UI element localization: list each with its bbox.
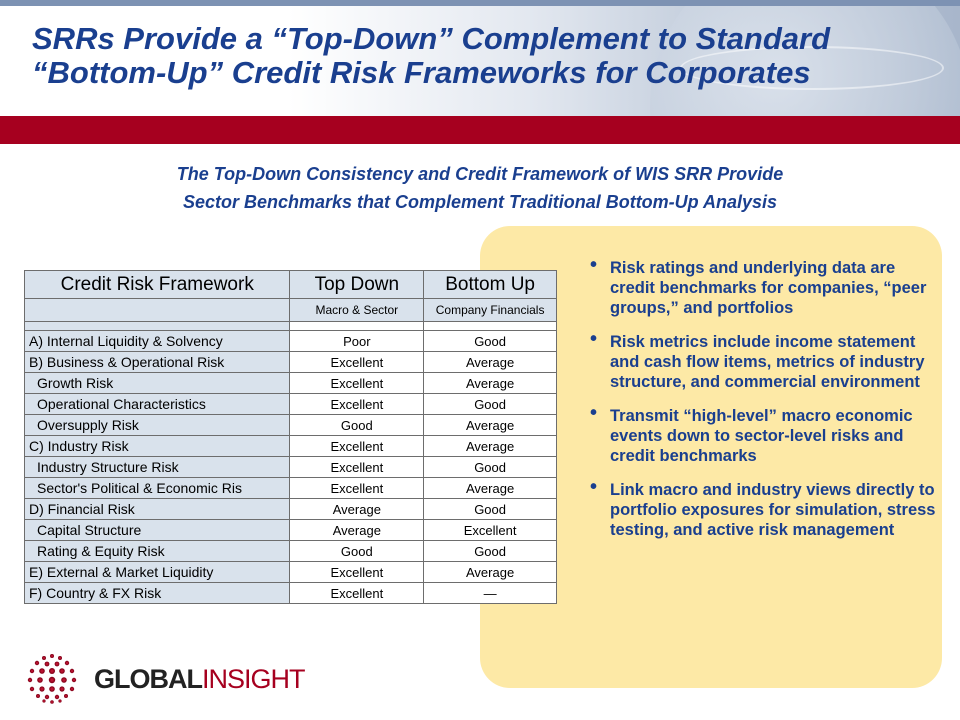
table-row: B) Business & Operational Risk Excellent… (23, 351, 557, 373)
bottom-up-rating: Average (423, 414, 557, 436)
bullet-icon: • (590, 328, 598, 350)
risk-label: C) Industry Risk (23, 435, 291, 457)
bottom-up-rating: Good (423, 393, 557, 415)
risk-label: A) Internal Liquidity & Solvency (23, 330, 291, 352)
table-row: Industry Structure Risk Excellent Good (23, 456, 557, 478)
credit-risk-framework-table: Credit Risk Framework Top Down Bottom Up… (23, 270, 557, 604)
slide-title-line-2: “Bottom-Up” Credit Risk Frameworks for C… (32, 55, 811, 90)
red-divider-bar (0, 116, 960, 144)
top-down-rating: Excellent (289, 582, 425, 604)
table-subheader-row: Macro & Sector Company Financials (23, 298, 557, 322)
table-row: Capital Structure Average Excellent (23, 519, 557, 541)
bottom-up-rating: Excellent (423, 519, 557, 541)
table-row: Growth Risk Excellent Average (23, 372, 557, 394)
top-down-rating: Excellent (289, 372, 425, 394)
bullet-text: Transmit “high-level” macro economic eve… (610, 407, 913, 465)
slide-subtitle: The Top-Down Consistency and Credit Fram… (40, 160, 920, 216)
bullet-text: Risk metrics include income statement an… (610, 333, 925, 391)
bottom-up-rating: Good (423, 330, 557, 352)
bullet-list: • Risk ratings and underlying data are cr… (590, 254, 940, 554)
top-down-rating: Excellent (289, 351, 425, 373)
slide-title: SRRs Provide a “Top-Down” Complement to … (32, 22, 932, 90)
bottom-up-rating: — (423, 582, 557, 604)
header-banner (0, 6, 960, 116)
logo-global-text: GLOBAL (94, 664, 203, 694)
top-down-rating: Poor (289, 330, 425, 352)
table-header-row: Credit Risk Framework Top Down Bottom Up (23, 270, 557, 299)
bullet-panel (480, 226, 942, 688)
bullet-item: • Risk metrics include income statement a… (590, 328, 940, 392)
bullet-item: • Link macro and industry views directly … (590, 476, 940, 540)
table-row: Oversupply Risk Good Average (23, 414, 557, 436)
subtitle-line-1: The Top-Down Consistency and Credit Fram… (176, 164, 784, 184)
subheader-empty (23, 298, 291, 322)
header-top-down: Top Down (289, 270, 425, 299)
table-row: C) Industry Risk Excellent Average (23, 435, 557, 457)
spacer-cell (23, 321, 291, 331)
subheader-macro-sector: Macro & Sector (289, 298, 425, 322)
bullet-icon: • (590, 254, 598, 276)
top-down-rating: Good (289, 414, 425, 436)
slide-title-line-1: SRRs Provide a “Top-Down” Complement to … (32, 21, 831, 56)
logo-insight-text: INSIGHT (202, 664, 306, 694)
bottom-up-rating: Average (423, 435, 557, 457)
table-row: A) Internal Liquidity & Solvency Poor Go… (23, 330, 557, 352)
risk-label: E) External & Market Liquidity (23, 561, 291, 583)
bottom-up-rating: Average (423, 372, 557, 394)
bullet-item: • Risk ratings and underlying data are cr… (590, 254, 940, 318)
spacer-cell (423, 321, 557, 331)
table-row: Rating & Equity Risk Good Good (23, 540, 557, 562)
risk-label: Oversupply Risk (23, 414, 291, 436)
top-down-rating: Excellent (289, 561, 425, 583)
bullet-icon: • (590, 402, 598, 424)
bullet-item: • Transmit “high-level” macro economic ev… (590, 402, 940, 466)
bottom-up-rating: Good (423, 498, 557, 520)
bullet-text: Link macro and industry views directly t… (610, 481, 936, 539)
risk-label: Growth Risk (23, 372, 291, 394)
header-credit-risk-framework: Credit Risk Framework (23, 270, 291, 299)
bullet-icon: • (590, 476, 598, 498)
risk-label: Operational Characteristics (23, 393, 291, 415)
bottom-up-rating: Average (423, 351, 557, 373)
bottom-up-rating: Average (423, 477, 557, 499)
dotted-globe-icon (27, 654, 77, 704)
header-bottom-up: Bottom Up (423, 270, 557, 299)
risk-label: Sector's Political & Economic Ris (23, 477, 291, 499)
risk-label: D) Financial Risk (23, 498, 291, 520)
bottom-up-rating: Good (423, 456, 557, 478)
risk-label: Rating & Equity Risk (23, 540, 291, 562)
top-down-rating: Good (289, 540, 425, 562)
global-insight-logo: GLOBALINSIGHT (20, 650, 320, 706)
bottom-up-rating: Average (423, 561, 557, 583)
top-down-rating: Excellent (289, 393, 425, 415)
risk-label: B) Business & Operational Risk (23, 351, 291, 373)
table-row: F) Country & FX Risk Excellent — (23, 582, 557, 604)
risk-label: Industry Structure Risk (23, 456, 291, 478)
table-row: E) External & Market Liquidity Excellent… (23, 561, 557, 583)
table-row: Operational Characteristics Excellent Go… (23, 393, 557, 415)
bottom-up-rating: Good (423, 540, 557, 562)
risk-label: F) Country & FX Risk (23, 582, 291, 604)
top-accent-bar (0, 0, 960, 6)
subheader-company-financials: Company Financials (423, 298, 557, 322)
spacer-cell (289, 321, 425, 331)
table-row: Sector's Political & Economic Ris Excell… (23, 477, 557, 499)
table-row: D) Financial Risk Average Good (23, 498, 557, 520)
top-down-rating: Excellent (289, 477, 425, 499)
globe-band-decoration (680, 46, 944, 90)
subtitle-line-2: Sector Benchmarks that Complement Tradit… (182, 192, 778, 212)
table-spacer-row (23, 321, 557, 331)
bullet-text: Risk ratings and underlying data are cre… (610, 259, 927, 317)
top-down-rating: Excellent (289, 435, 425, 457)
risk-label: Capital Structure (23, 519, 291, 541)
logo-wordmark: GLOBALINSIGHT (94, 664, 306, 695)
top-down-rating: Average (289, 519, 425, 541)
top-down-rating: Average (289, 498, 425, 520)
top-down-rating: Excellent (289, 456, 425, 478)
